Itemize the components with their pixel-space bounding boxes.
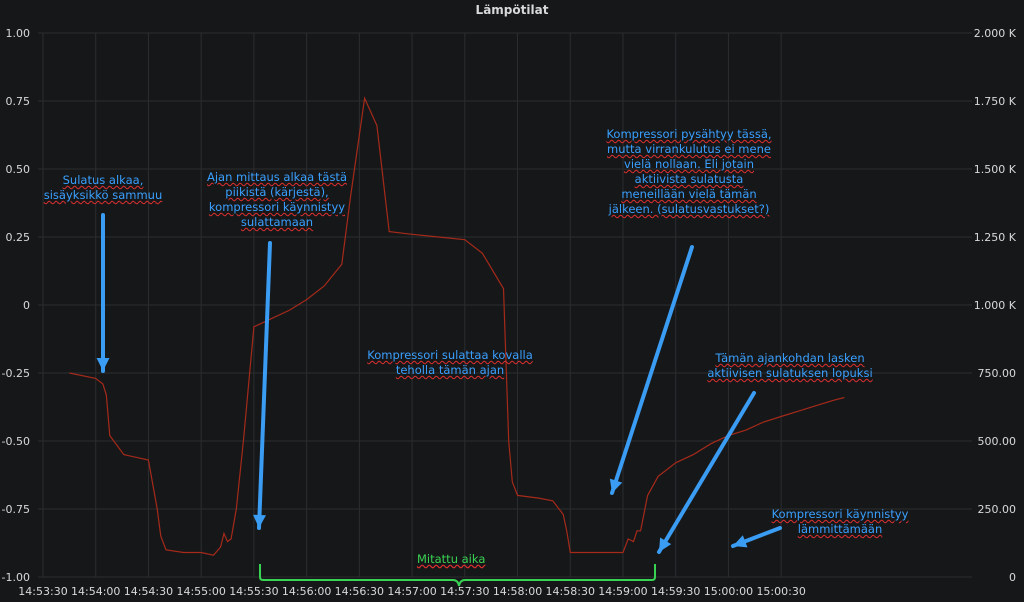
y-right-tick-label: 750.00 (978, 367, 1017, 380)
y-right-tick-label: 1.250 K (974, 231, 1017, 244)
annotation-timing-start: Ajan mittaus alkaa tästä piikistä (kärjes… (206, 170, 347, 229)
annotation-defrost-end: Tämän ajankohdan lasken aktiivisen sulatu… (707, 351, 873, 380)
y-right-tick-label: 500.00 (978, 435, 1017, 448)
arrow-head (609, 478, 623, 493)
x-tick-label: 14:59:30 (651, 585, 700, 598)
measured-time-bracket (259, 564, 656, 587)
y-axis-right: 2.000 K 1.750 K 1.500 K 1.250 K 1.000 K 750.0… (974, 27, 1017, 584)
y-left-tick-label: -0.75 (2, 503, 30, 516)
measured-time-label: Mitattu aika (417, 552, 486, 566)
annotation-arrow (257, 241, 272, 530)
x-tick-label: 14:54:00 (71, 585, 120, 598)
x-tick-label: 14:58:30 (546, 585, 595, 598)
x-tick-label: 15:00:00 (704, 585, 753, 598)
annotation-defrost-start: Sulatus alkaa, sisäyksikkö sammuu (43, 173, 163, 202)
y-left-tick-label: 0 (23, 299, 30, 312)
annotation-compressor-heating: Kompressori käynnistyy lämmittämään (771, 507, 909, 536)
x-tick-label: 14:57:30 (440, 585, 489, 598)
annotation-compressor-stops: Kompressori pysähtyy tässä, mutta virrank… (606, 127, 772, 216)
annotation-arrows (96, 213, 782, 554)
y-left-tick-label: -0.25 (2, 367, 30, 380)
x-tick-label: 14:56:00 (282, 585, 331, 598)
y-left-tick-label: 0.75 (6, 95, 31, 108)
arrow-head (96, 358, 110, 371)
y-right-tick-label: 250.00 (978, 503, 1017, 516)
series-line (69, 96, 845, 556)
x-tick-label: 14:58:00 (493, 585, 542, 598)
y-axis-left: 1.00 0.75 0.50 0.25 0 -0.25 -0.50 -0.75 -1.00 (2, 27, 30, 584)
x-tick-label: 14:56:30 (335, 585, 384, 598)
annotation-arrow (657, 391, 756, 554)
y-left-tick-label: -0.50 (2, 435, 30, 448)
x-tick-label: 14:57:00 (387, 585, 436, 598)
arrow-head (659, 537, 672, 552)
y-left-tick-label: -1.00 (2, 571, 30, 584)
y-left-tick-label: 0.50 (6, 163, 31, 176)
grid-lines (38, 32, 972, 578)
x-tick-label: 14:55:30 (229, 585, 278, 598)
arrow-head (253, 514, 266, 528)
arrow-head (733, 535, 748, 548)
y-right-tick-label: 1.500 K (974, 163, 1017, 176)
y-right-tick-label: 1.750 K (974, 95, 1017, 108)
x-tick-label: 14:53:30 (18, 585, 67, 598)
y-right-tick-label: 1.000 K (974, 299, 1017, 312)
x-axis: 14:53:30 14:54:00 14:54:30 14:55:00 14:55:30… (18, 585, 806, 598)
x-tick-label: 15:00:30 (756, 585, 805, 598)
chart-title: Lämpötilat (475, 3, 549, 17)
y-left-tick-label: 1.00 (6, 27, 31, 40)
x-tick-label: 14:54:30 (124, 585, 173, 598)
y-right-tick-label: 0 (1009, 571, 1016, 584)
y-right-tick-label: 2.000 K (974, 27, 1017, 40)
x-tick-label: 14:59:00 (598, 585, 647, 598)
annotation-arrow (610, 245, 694, 495)
annotation-compressor-defrost: Kompressori sulattaa kovalla teholla tämä… (367, 348, 533, 377)
x-tick-label: 14:55:00 (176, 585, 225, 598)
y-left-tick-label: 0.25 (6, 231, 31, 244)
